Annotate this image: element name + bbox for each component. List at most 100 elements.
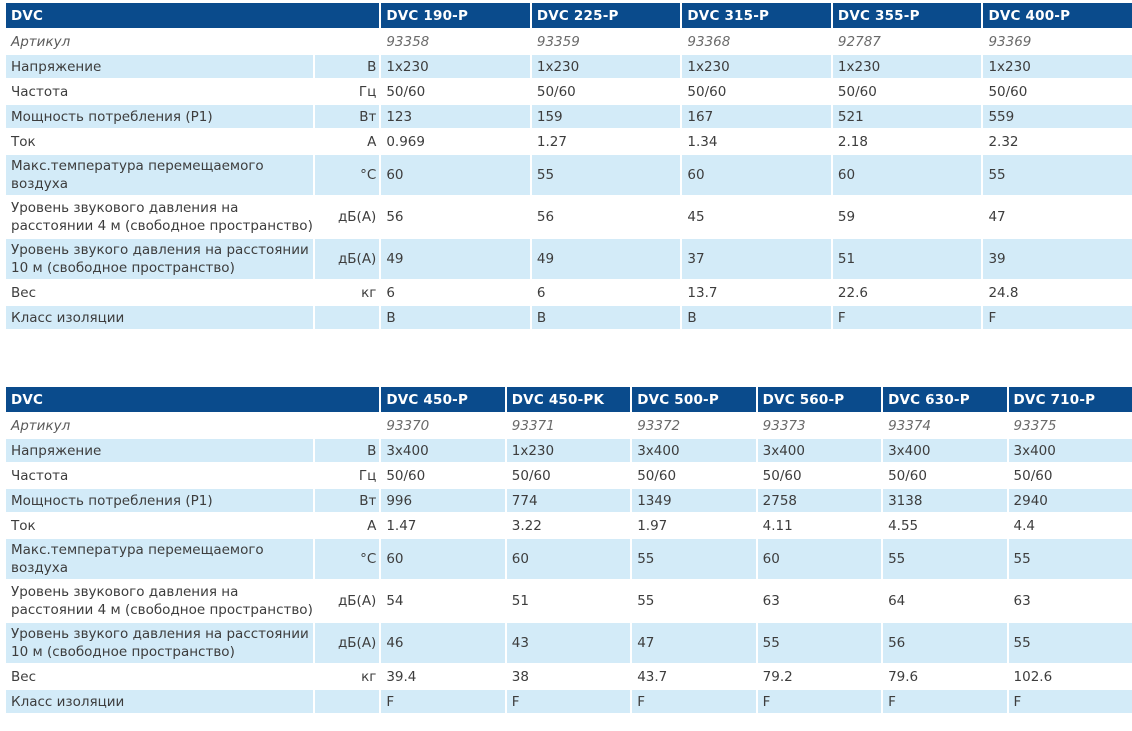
row-unit: В bbox=[315, 439, 380, 462]
row-label: Артикул bbox=[6, 414, 314, 437]
cell-value: 50/60 bbox=[632, 464, 756, 487]
row-unit: °C bbox=[315, 155, 380, 195]
row-label: Вес bbox=[6, 665, 314, 688]
cell-value: 55 bbox=[1008, 623, 1132, 663]
cell-value: B bbox=[682, 306, 831, 329]
cell-value: 55 bbox=[632, 539, 756, 579]
cell-value: F bbox=[757, 690, 882, 713]
cell-value: 3138 bbox=[883, 489, 1007, 512]
cell-value: 55 bbox=[531, 155, 681, 195]
table-row: Артикул 93358 93359 93368 92787 93369 bbox=[6, 30, 1132, 53]
cell-value: 55 bbox=[883, 539, 1007, 579]
table-title: DVC bbox=[6, 387, 380, 412]
cell-value: 1.47 bbox=[381, 514, 505, 537]
model-header: DVC 190-P bbox=[381, 3, 530, 28]
cell-value: 3x400 bbox=[632, 439, 756, 462]
cell-value: 43 bbox=[506, 623, 631, 663]
cell-value: 45 bbox=[682, 197, 831, 237]
model-header: DVC 315-P bbox=[682, 3, 831, 28]
cell-value: 50/60 bbox=[983, 80, 1132, 103]
row-label: Макс.температура перемещаемого воздуха bbox=[6, 539, 314, 579]
cell-value: F bbox=[381, 690, 505, 713]
table-row: Мощность потребления (P1) Вт 123 159 167 521 5… bbox=[6, 105, 1132, 128]
cell-value: 60 bbox=[381, 539, 505, 579]
cell-value: 1.34 bbox=[682, 130, 831, 153]
cell-value: 4.4 bbox=[1008, 514, 1132, 537]
cell-value: 39.4 bbox=[381, 665, 505, 688]
cell-value: 3x400 bbox=[1008, 439, 1132, 462]
cell-value: F bbox=[632, 690, 756, 713]
cell-value: 55 bbox=[983, 155, 1132, 195]
cell-value: 50/60 bbox=[1008, 464, 1132, 487]
spec-table-1: DVC DVC 190-P DVC 225-P DVC 315-P DVC 355-P D… bbox=[4, 1, 1132, 331]
row-label: Класс изоляции bbox=[6, 306, 314, 329]
row-unit: А bbox=[315, 130, 380, 153]
row-label: Мощность потребления (P1) bbox=[6, 105, 314, 128]
row-label: Частота bbox=[6, 80, 314, 103]
cell-value: 24.8 bbox=[983, 281, 1132, 304]
row-label: Напряжение bbox=[6, 439, 314, 462]
cell-value: 6 bbox=[531, 281, 681, 304]
row-unit bbox=[315, 306, 380, 329]
table-row: Напряжение В 1x230 1x230 1x230 1x230 1x230 bbox=[6, 55, 1132, 78]
cell-value: 0.969 bbox=[381, 130, 530, 153]
table-row: Ток А 1.47 3.22 1.97 4.11 4.55 4.4 bbox=[6, 514, 1132, 537]
model-header: DVC 225-P bbox=[531, 3, 681, 28]
table-row: Класс изоляции F F F F F F bbox=[6, 690, 1132, 713]
row-label: Мощность потребления (P1) bbox=[6, 489, 314, 512]
cell-value: 2.18 bbox=[832, 130, 982, 153]
row-unit bbox=[315, 414, 380, 437]
table-row: Вес кг 39.4 38 43.7 79.2 79.6 102.6 bbox=[6, 665, 1132, 688]
cell-value: 60 bbox=[506, 539, 631, 579]
cell-value: 93375 bbox=[1008, 414, 1132, 437]
row-unit: дБ(А) bbox=[315, 623, 380, 663]
spec-table-2: DVC DVC 450-P DVC 450-PK DVC 500-P DVC 560-P… bbox=[4, 385, 1132, 715]
cell-value: 13.7 bbox=[682, 281, 831, 304]
row-unit: кг bbox=[315, 665, 380, 688]
cell-value: 3x400 bbox=[757, 439, 882, 462]
cell-value: 59 bbox=[832, 197, 982, 237]
cell-value: 3x400 bbox=[381, 439, 505, 462]
cell-value: 93374 bbox=[883, 414, 1007, 437]
row-unit: °C bbox=[315, 539, 380, 579]
cell-value: F bbox=[1008, 690, 1132, 713]
model-header: DVC 450-P bbox=[381, 387, 505, 412]
cell-value: 1x230 bbox=[983, 55, 1132, 78]
row-unit bbox=[315, 690, 380, 713]
cell-value: 774 bbox=[506, 489, 631, 512]
table-row: Мощность потребления (P1) Вт 996 774 1349 275… bbox=[6, 489, 1132, 512]
row-unit: дБ(А) bbox=[315, 239, 380, 279]
row-unit: А bbox=[315, 514, 380, 537]
cell-value: 50/60 bbox=[832, 80, 982, 103]
cell-value: 50/60 bbox=[381, 80, 530, 103]
table-row: Уровень звукового давления на расстоянии… bbox=[6, 581, 1132, 621]
cell-value: 55 bbox=[632, 581, 756, 621]
cell-value: 50/60 bbox=[757, 464, 882, 487]
cell-value: 55 bbox=[1008, 539, 1132, 579]
cell-value: 56 bbox=[381, 197, 530, 237]
row-unit: Вт bbox=[315, 489, 380, 512]
table-row: Артикул 93370 93371 93372 93373 93374 93375 bbox=[6, 414, 1132, 437]
row-label: Артикул bbox=[6, 30, 314, 53]
row-label: Вес bbox=[6, 281, 314, 304]
cell-value: 43.7 bbox=[632, 665, 756, 688]
row-unit: дБ(А) bbox=[315, 197, 380, 237]
table-row: Частота Гц 50/60 50/60 50/60 50/60 50/60 bbox=[6, 80, 1132, 103]
cell-value: 46 bbox=[381, 623, 505, 663]
cell-value: 50/60 bbox=[506, 464, 631, 487]
table-row: Макс.температура перемещаемого воздуха °C… bbox=[6, 155, 1132, 195]
cell-value: 50/60 bbox=[883, 464, 1007, 487]
cell-value: 93369 bbox=[983, 30, 1132, 53]
cell-value: 1x230 bbox=[832, 55, 982, 78]
cell-value: 60 bbox=[757, 539, 882, 579]
cell-value: 6 bbox=[381, 281, 530, 304]
cell-value: 996 bbox=[381, 489, 505, 512]
cell-value: 38 bbox=[506, 665, 631, 688]
cell-value: 51 bbox=[506, 581, 631, 621]
cell-value: 167 bbox=[682, 105, 831, 128]
table-row: Частота Гц 50/60 50/60 50/60 50/60 50/60 50/60 bbox=[6, 464, 1132, 487]
cell-value: 93370 bbox=[381, 414, 505, 437]
table-row: Вес кг 6 6 13.7 22.6 24.8 bbox=[6, 281, 1132, 304]
row-label: Уровень звукового давления на расстоянии… bbox=[6, 581, 314, 621]
table-title: DVC bbox=[6, 3, 380, 28]
